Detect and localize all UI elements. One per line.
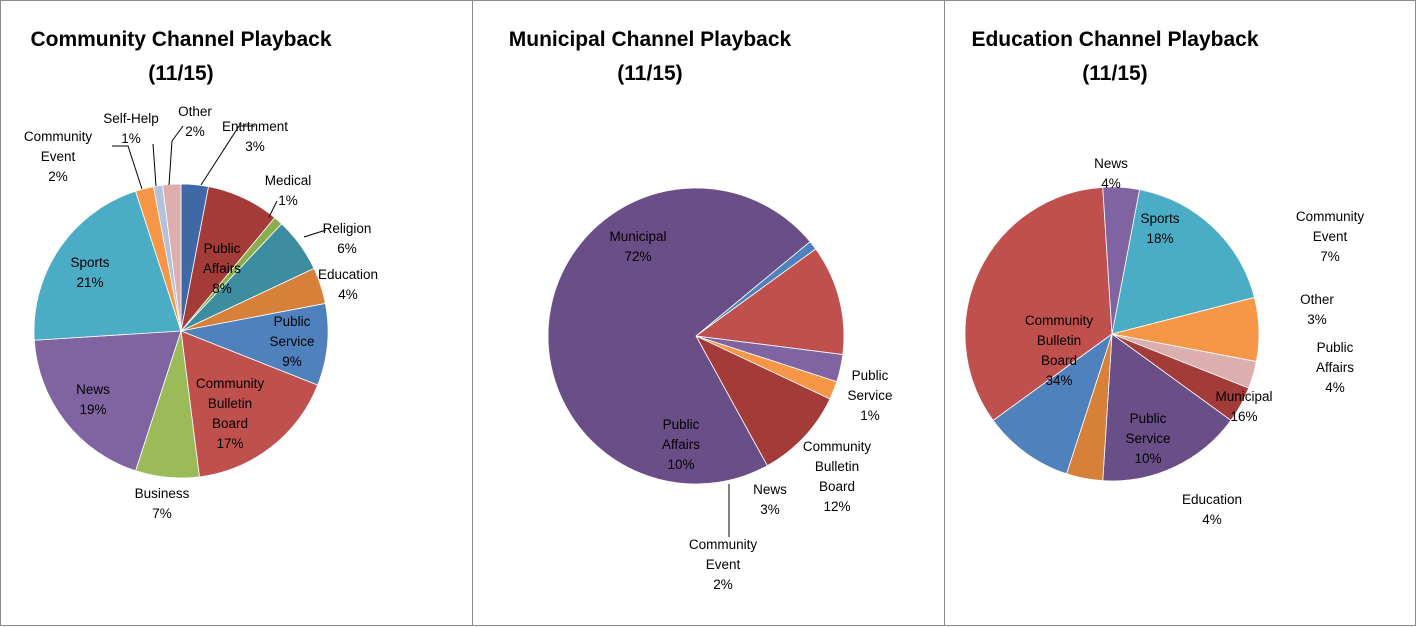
slice-label: Other 3% (1300, 292, 1334, 327)
pie-slice (33, 330, 182, 472)
slice-label: Public Service 9% (269, 314, 314, 369)
chart-title-line: Municipal Channel Playback (508, 28, 792, 51)
pie-slice (180, 330, 319, 478)
slice-label: News 4% (1094, 156, 1128, 191)
slice-label: Community Bulletin Board 17% (196, 376, 265, 451)
chart-title: Community Channel Playback (11/15) (21, 23, 341, 91)
slice-label: Religion 6% (323, 221, 372, 256)
chart-title-line: Education Channel Playback (971, 28, 1259, 51)
education-chart-panel: Education Channel Playback (11/15) Sport… (944, 0, 1416, 626)
pie-slice (695, 335, 831, 467)
pie-slice (162, 183, 182, 332)
slice-label: Business 7% (135, 486, 190, 521)
community-pie-chart: Entrtnment 3% Public Affairs 8% Medical 1% Reli… (24, 104, 378, 521)
slice-label: Community Event 2% (24, 129, 93, 184)
pie-slice (1111, 189, 1255, 335)
leader-line (303, 229, 327, 238)
slice-label: Community Event 2% (689, 537, 758, 592)
pie-slice (547, 187, 811, 485)
leader-line (168, 125, 184, 186)
leader-line (152, 143, 157, 187)
pie-slice (1102, 333, 1232, 482)
community-chart-panel: Community Channel Playback (11/15) Entrt… (0, 0, 473, 626)
chart-title-line: (11/15) (148, 62, 214, 85)
slice-label: Community Bulletin Board 12% (803, 439, 872, 514)
slice-label: News 3% (753, 482, 787, 517)
slice-label: Medical 1% (265, 173, 312, 208)
slice-label: Public Service 1% (847, 368, 892, 423)
slice-label: Entrtnment 3% (222, 119, 288, 154)
pie-slice (694, 248, 845, 355)
pie-slice (179, 302, 329, 386)
municipal-pie-chart: Public Service 1% Community Bulletin Board 12%… (547, 187, 893, 592)
leader-line (268, 200, 278, 218)
slice-label: Community Bulletin Board 34% (1025, 313, 1094, 388)
slice-label: Public Affairs 8% (203, 241, 241, 296)
chart-title-line: Community Channel Playback (30, 28, 332, 51)
education-pie-chart: Sports 18% Community Event 7% Other 3% Public Af… (964, 156, 1365, 527)
slice-label: Community Event 7% (1296, 209, 1365, 264)
slice-label: Sports 18% (1140, 211, 1179, 246)
slice-label: Other 2% (178, 104, 212, 139)
chart-title-line: (11/15) (617, 62, 683, 85)
pie-slice (992, 332, 1113, 475)
slice-label: Public Affairs 4% (1316, 340, 1354, 395)
slice-label: Self-Help 1% (103, 111, 159, 146)
pie-slice (1102, 186, 1141, 335)
slice-label: Public Service 10% (1125, 411, 1170, 466)
municipal-chart-panel: Municipal Channel Playback (11/15) Publi… (472, 0, 945, 626)
slice-label: Public Affairs 10% (662, 417, 700, 472)
chart-title: Education Channel Playback (11/15) (955, 23, 1275, 91)
slice-label: Education 4% (318, 267, 378, 302)
slice-label: News 19% (76, 382, 110, 417)
slice-label: Municipal 72% (609, 229, 666, 264)
slice-label: Education 4% (1182, 492, 1242, 527)
pie-slice (964, 186, 1113, 421)
chart-title: Municipal Channel Playback (11/15) (487, 23, 813, 91)
slice-label: Sports 21% (70, 255, 109, 290)
pie-slice (33, 190, 182, 341)
slice-label: Municipal 16% (1215, 389, 1272, 424)
chart-title-line: (11/15) (1082, 62, 1148, 85)
leader-line (200, 125, 255, 186)
leader-line (112, 145, 143, 190)
